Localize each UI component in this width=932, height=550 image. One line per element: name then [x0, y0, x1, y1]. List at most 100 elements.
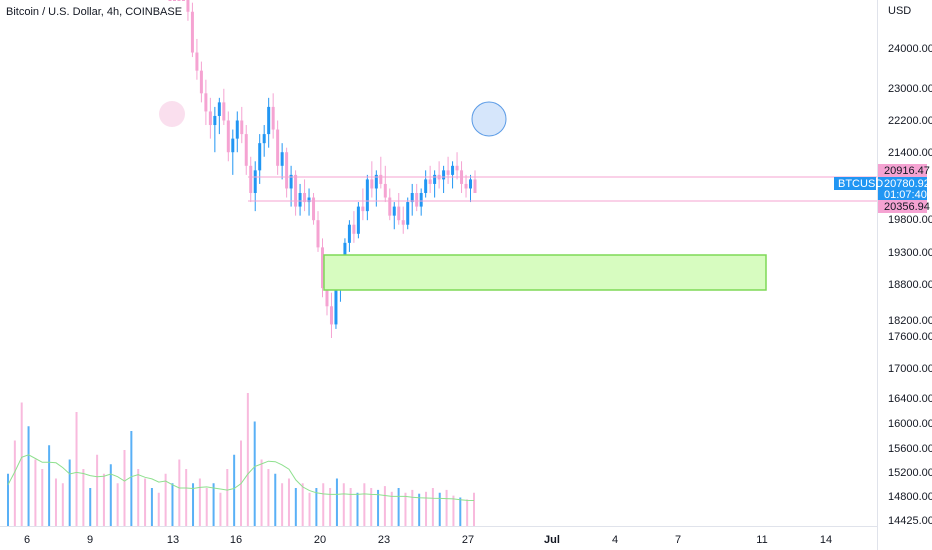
candle-body	[343, 242, 347, 266]
volume-bar	[13, 440, 16, 526]
candle-body	[253, 170, 257, 193]
time-tick-label: Jul	[544, 534, 560, 546]
price-tick-label: 19300.00	[888, 247, 932, 259]
volume-bar	[171, 483, 174, 526]
volume-bar	[301, 483, 304, 526]
volume-bar	[315, 488, 318, 526]
volume-bar	[192, 483, 195, 526]
volume-bar	[329, 488, 332, 526]
time-tick-label: 23	[378, 534, 390, 546]
price-tick-label: 24000.00	[888, 43, 932, 55]
volume-bar	[96, 454, 99, 526]
candle-body	[172, 0, 176, 1]
volume-bar	[308, 492, 311, 526]
volume-bar	[438, 492, 441, 526]
time-tick-label: 13	[167, 534, 179, 546]
volume-bar	[473, 492, 475, 526]
volume-bar	[233, 454, 236, 526]
time-tick-label: 7	[675, 534, 681, 546]
candle-body	[464, 183, 468, 189]
volume-bar	[445, 489, 448, 526]
time-axis[interactable]: 6 9 13 16 20 23 27 Jul 4 7 11 14	[24, 534, 832, 546]
candle-body	[217, 102, 221, 116]
candle-body	[244, 134, 248, 166]
volume-bar	[390, 491, 393, 526]
volume-bar	[54, 478, 57, 526]
volume-bar	[377, 489, 380, 526]
candle-body	[298, 193, 302, 207]
price-tick-label: 17600.00	[888, 331, 932, 343]
volume-bar	[198, 478, 201, 526]
candle-body	[388, 197, 392, 216]
candle-body	[419, 193, 423, 207]
volume-bar	[116, 483, 119, 526]
pink-circle-marker[interactable]	[159, 101, 185, 127]
candle-body	[276, 129, 280, 166]
volume-bar	[82, 469, 85, 526]
candle-body	[352, 224, 356, 234]
candle-body	[455, 165, 459, 171]
currency-label: USD	[888, 5, 911, 17]
volume-bars	[7, 393, 475, 526]
price-tick-label: 16400.00	[888, 393, 932, 405]
candle-body	[222, 102, 226, 121]
candle-body	[294, 174, 298, 207]
volume-bar	[75, 412, 78, 526]
volume-bar	[356, 492, 359, 526]
volume-moving-average-line	[7, 454, 475, 501]
candle-body	[473, 179, 477, 193]
candle-body	[280, 152, 284, 166]
candle-body	[446, 170, 450, 175]
volume-bar	[425, 491, 428, 526]
volume-bar	[109, 464, 112, 526]
candle-body	[361, 206, 365, 212]
volume-bar	[48, 445, 51, 526]
candle-body	[186, 0, 190, 12]
candle-body	[406, 202, 410, 225]
volume-bar	[61, 483, 64, 526]
volume-bar	[68, 459, 71, 526]
candle-body	[374, 174, 378, 189]
price-tick-label: 18200.00	[888, 315, 932, 327]
volume-bar	[7, 473, 9, 526]
volume-bar	[178, 459, 181, 526]
volume-bar	[130, 431, 133, 526]
price-tick-label: 14425.00	[888, 515, 932, 527]
candle-body	[451, 165, 455, 175]
blue-circle-marker[interactable]	[471, 101, 507, 137]
volume-bar	[383, 486, 386, 526]
candle-body	[469, 179, 473, 189]
candle-body	[383, 183, 387, 198]
candle-body	[213, 115, 217, 126]
volume-bar	[281, 483, 284, 526]
candle-body	[316, 220, 320, 248]
price-tag-last: 20780.92 01:07:40	[878, 177, 930, 201]
volume-bar	[452, 495, 455, 526]
candle-body	[262, 134, 266, 144]
time-tick-label: 14	[820, 534, 832, 546]
volume-bar	[212, 483, 215, 526]
candle-body	[401, 220, 405, 225]
candle-body	[321, 247, 324, 289]
candle-body	[356, 206, 360, 234]
target-zone-rectangle[interactable]	[323, 254, 767, 291]
volume-bar	[20, 402, 23, 526]
candle-body	[325, 288, 329, 307]
candle-body	[271, 106, 275, 130]
candle-body	[249, 165, 253, 193]
price-axis[interactable]: 24000.00 23000.00 22200.00 21400.00 19800.00…	[888, 43, 932, 527]
price-tag-upper-level: 20916.47	[878, 164, 930, 177]
price-tick-label: 15600.00	[888, 443, 932, 455]
volume-bar	[260, 459, 263, 526]
candle-body	[235, 120, 239, 139]
candle-body	[190, 11, 194, 53]
volume-bar	[102, 473, 105, 526]
price-tag-lower-level: 20356.94	[878, 200, 930, 213]
candle-body	[199, 70, 203, 94]
volume-bar	[246, 393, 249, 526]
volume-bar	[370, 488, 373, 526]
volume-bar	[335, 478, 338, 526]
candle-body	[258, 143, 262, 171]
volume-bar	[253, 421, 256, 526]
